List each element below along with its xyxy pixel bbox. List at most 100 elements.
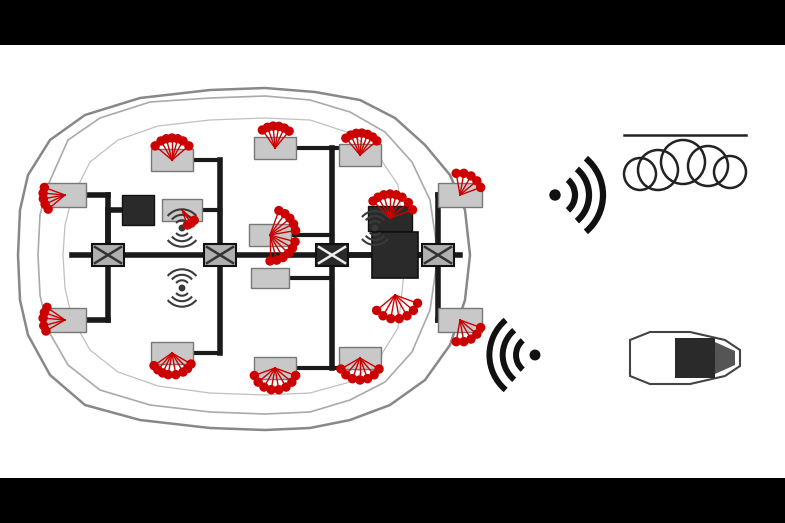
Circle shape bbox=[164, 371, 172, 379]
Circle shape bbox=[688, 146, 728, 186]
Circle shape bbox=[369, 197, 377, 205]
Circle shape bbox=[476, 184, 484, 191]
Circle shape bbox=[292, 371, 300, 380]
Circle shape bbox=[39, 195, 47, 203]
Circle shape bbox=[44, 205, 52, 213]
Circle shape bbox=[379, 312, 387, 320]
Circle shape bbox=[39, 189, 47, 197]
Circle shape bbox=[179, 137, 187, 145]
Circle shape bbox=[373, 306, 381, 314]
Circle shape bbox=[358, 129, 366, 137]
Bar bbox=[316, 244, 348, 266]
Bar bbox=[92, 244, 124, 266]
Circle shape bbox=[386, 190, 394, 198]
Circle shape bbox=[275, 122, 283, 130]
Circle shape bbox=[661, 140, 705, 184]
Circle shape bbox=[291, 238, 299, 246]
Circle shape bbox=[337, 365, 345, 373]
Bar bbox=[162, 199, 202, 221]
Circle shape bbox=[173, 135, 181, 143]
Circle shape bbox=[281, 210, 289, 218]
Circle shape bbox=[275, 385, 283, 394]
Circle shape bbox=[352, 129, 360, 138]
Circle shape bbox=[375, 365, 383, 373]
Circle shape bbox=[473, 330, 481, 338]
Circle shape bbox=[43, 303, 51, 311]
Circle shape bbox=[179, 368, 187, 376]
Circle shape bbox=[410, 306, 418, 314]
Circle shape bbox=[258, 126, 266, 134]
Circle shape bbox=[460, 338, 468, 346]
Circle shape bbox=[356, 376, 364, 384]
Circle shape bbox=[363, 130, 371, 138]
Circle shape bbox=[282, 383, 290, 391]
Polygon shape bbox=[18, 88, 470, 430]
Bar bbox=[254, 357, 296, 379]
Bar bbox=[251, 268, 289, 288]
Circle shape bbox=[290, 220, 298, 228]
Bar bbox=[254, 137, 296, 159]
Circle shape bbox=[285, 127, 293, 135]
Circle shape bbox=[187, 219, 195, 227]
Circle shape bbox=[168, 134, 176, 142]
Circle shape bbox=[172, 371, 180, 379]
Circle shape bbox=[460, 169, 468, 177]
Circle shape bbox=[184, 142, 193, 150]
Bar bbox=[44, 183, 86, 207]
Circle shape bbox=[473, 177, 481, 185]
Circle shape bbox=[530, 350, 540, 360]
Bar bbox=[122, 195, 154, 225]
Bar bbox=[438, 308, 482, 332]
Circle shape bbox=[184, 365, 192, 372]
Circle shape bbox=[162, 135, 170, 143]
Circle shape bbox=[380, 191, 388, 199]
Circle shape bbox=[550, 190, 560, 200]
Circle shape bbox=[286, 214, 294, 222]
Circle shape bbox=[369, 133, 377, 141]
Circle shape bbox=[41, 200, 49, 208]
Circle shape bbox=[373, 225, 378, 231]
Circle shape bbox=[392, 191, 400, 199]
Circle shape bbox=[279, 254, 287, 262]
Circle shape bbox=[179, 285, 184, 291]
Circle shape bbox=[190, 217, 199, 224]
Circle shape bbox=[395, 315, 403, 323]
Circle shape bbox=[150, 361, 158, 370]
Circle shape bbox=[341, 134, 350, 142]
Circle shape bbox=[403, 312, 411, 320]
Polygon shape bbox=[715, 342, 735, 374]
Bar bbox=[438, 183, 482, 207]
Bar bbox=[151, 149, 193, 171]
Circle shape bbox=[387, 315, 395, 323]
Circle shape bbox=[284, 249, 292, 257]
Circle shape bbox=[289, 244, 297, 252]
Bar bbox=[422, 244, 454, 266]
Circle shape bbox=[154, 366, 162, 374]
Circle shape bbox=[371, 371, 378, 379]
Circle shape bbox=[398, 193, 406, 201]
Circle shape bbox=[280, 124, 288, 132]
Bar bbox=[368, 206, 412, 231]
Circle shape bbox=[288, 378, 296, 386]
Circle shape bbox=[624, 158, 656, 190]
Circle shape bbox=[638, 150, 678, 190]
Circle shape bbox=[414, 299, 422, 307]
Circle shape bbox=[157, 137, 165, 145]
Bar bbox=[339, 347, 381, 369]
Circle shape bbox=[363, 374, 371, 383]
Circle shape bbox=[714, 156, 746, 188]
Circle shape bbox=[40, 184, 49, 191]
Circle shape bbox=[408, 206, 417, 214]
Circle shape bbox=[254, 378, 262, 386]
Bar bbox=[44, 308, 86, 332]
Circle shape bbox=[266, 257, 274, 265]
Circle shape bbox=[40, 309, 49, 316]
Circle shape bbox=[275, 207, 283, 214]
Bar bbox=[151, 342, 193, 364]
Circle shape bbox=[260, 383, 268, 391]
Circle shape bbox=[187, 360, 195, 368]
Bar bbox=[0, 0, 785, 45]
Circle shape bbox=[272, 256, 281, 264]
Circle shape bbox=[250, 371, 258, 380]
Circle shape bbox=[267, 385, 276, 394]
